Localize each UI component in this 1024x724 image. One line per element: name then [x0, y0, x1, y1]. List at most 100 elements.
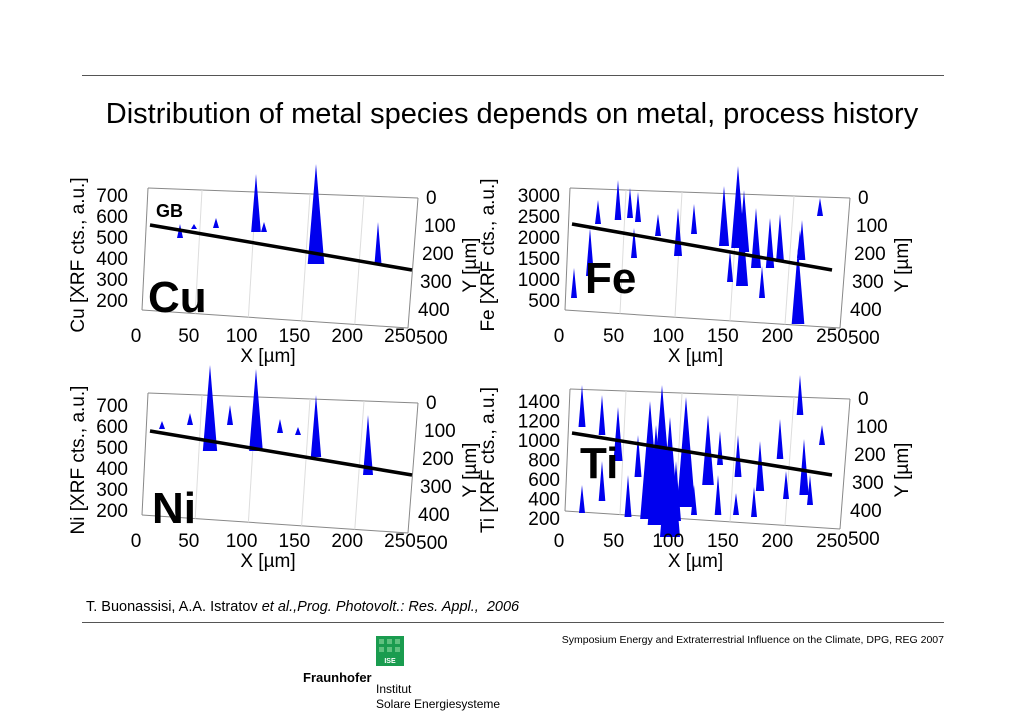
ni-z-axis-label: Ni [XRF cts., a.u.] [68, 386, 89, 535]
fe-x-tick-label: 100 [652, 326, 684, 347]
ni-x-tick-label: 50 [178, 531, 199, 552]
ni-peak [249, 369, 263, 451]
ni-peak [202, 365, 218, 451]
ti-peak [751, 487, 757, 517]
cu-x-tick-label: 100 [226, 326, 258, 347]
cu-peak [191, 224, 197, 229]
ti-peak [702, 415, 714, 485]
ti-xrf-map: Ti 1400 1200 1000 800 600 400 200 Ti [XRF cts., … [478, 365, 913, 580]
ti-peak [783, 471, 789, 499]
ti-peak [634, 435, 642, 477]
cu-grid-line [194, 189, 203, 314]
ni-y-tick-label: 100 [424, 421, 456, 442]
ni-x-tick-label: 100 [226, 531, 258, 552]
bottom-rule [82, 622, 944, 623]
ni-peak [277, 419, 283, 433]
citation-journal: Prog. Photovolt.: Res. Appl., [297, 599, 479, 615]
cu-z-tick-label: 200 [96, 291, 128, 312]
citation-year: 2006 [486, 599, 520, 615]
logo-institute-line1: Institut [376, 682, 412, 696]
cu-peak [251, 174, 261, 232]
fe-peak [791, 248, 805, 324]
ti-peak [796, 375, 804, 415]
ti-peak [624, 475, 632, 517]
fe-peak [759, 266, 765, 298]
ni-frame-right [407, 402, 419, 534]
ti-grid-line [784, 396, 795, 526]
logo-institute-line2: Solare Energiesysteme [376, 697, 501, 711]
cu-gb-label: GB [156, 201, 183, 221]
fe-peak [614, 180, 622, 220]
fe-x-tick-label: 250 [816, 326, 848, 347]
ti-y-tick-label: 500 [848, 529, 880, 550]
cu-grain-boundary-line [149, 223, 413, 272]
cu-y-tick-label: 300 [420, 272, 452, 293]
cu-y-axis-label: Y [µm] [460, 238, 481, 293]
ti-peak [671, 461, 681, 521]
ti-y-axis-label: Y [µm] [892, 443, 913, 498]
fe-z-tick-label: 2000 [518, 228, 560, 249]
fe-y-axis-label: Y [µm] [892, 238, 913, 293]
ni-peak [187, 413, 193, 425]
cu-xrf-map: Cu GB 700 600 500 400 300 200 Cu [XRF cts., a.u.… [68, 160, 481, 370]
fe-y-tick-label: 300 [852, 272, 884, 293]
cu-peak [374, 222, 382, 264]
fe-z-tick-label: 500 [528, 291, 560, 312]
fe-z-tick-label: 1500 [518, 249, 560, 270]
ti-y-tick-label: 0 [858, 389, 869, 410]
cu-x-tick-label: 0 [131, 326, 142, 347]
fe-peak [765, 218, 775, 268]
ti-z-tick-label: 200 [528, 509, 560, 530]
ni-x-axis-label: X [µm] [240, 551, 295, 572]
ti-y-tick-label: 100 [856, 417, 888, 438]
fe-peak [691, 204, 697, 234]
fe-z-tick-label: 1000 [518, 270, 560, 291]
ti-x-tick-label: 100 [652, 531, 684, 552]
fe-y-tick-label: 500 [848, 328, 880, 349]
logo-org: Fraunhofer [303, 670, 372, 685]
ti-x-axis-label: X [µm] [668, 551, 723, 572]
footer-text: Symposium Energy and Extraterrestrial In… [561, 634, 944, 646]
ni-grain-boundary-line [149, 429, 413, 477]
ti-x-tick-label: 50 [603, 531, 624, 552]
ti-frame-top [569, 388, 851, 400]
ni-xrf-map: Ni 700 600 500 400 300 200 Ni [XRF cts., a.u.] 0… [68, 365, 481, 580]
cu-z-tick-label: 700 [96, 186, 128, 207]
ti-element-label: Ti [580, 439, 618, 488]
ti-peak [807, 475, 813, 505]
ti-x-tick-label: 150 [707, 531, 739, 552]
fe-frame-left [564, 187, 571, 311]
fe-peak [797, 230, 803, 258]
ti-x-tick-label: 0 [554, 531, 565, 552]
ni-y-tick-label: 400 [418, 505, 450, 526]
ti-x-tick-label: 200 [762, 531, 794, 552]
ti-z-tick-label: 1200 [518, 412, 560, 433]
ti-peak [613, 407, 623, 461]
fe-x-tick-label: 0 [554, 326, 565, 347]
ti-peak [579, 485, 585, 513]
cu-peak [307, 164, 325, 264]
cu-z-tick-label: 500 [96, 228, 128, 249]
ti-z-tick-label: 400 [528, 490, 560, 511]
ti-peak [598, 395, 606, 435]
ti-frame-bottom [564, 510, 841, 530]
fe-frame-bottom [564, 309, 841, 329]
ti-peak [734, 435, 742, 477]
fe-xrf-map: Fe 3000 2500 2000 1500 1000 500 Fe [XRF cts., a… [478, 160, 913, 370]
cu-z-tick-label: 400 [96, 249, 128, 270]
fe-y-tick-label: 100 [856, 216, 888, 237]
fe-x-tick-label: 200 [762, 326, 794, 347]
fe-z-tick-label: 3000 [518, 186, 560, 207]
cu-z-tick-label: 600 [96, 207, 128, 228]
ni-peak [363, 415, 373, 475]
ni-x-tick-label: 250 [384, 531, 416, 552]
cu-peak [261, 222, 267, 232]
cu-y-tick-label: 400 [418, 300, 450, 321]
ni-frame-bottom [141, 514, 409, 534]
ti-peak [755, 441, 765, 491]
cu-frame-top [147, 187, 419, 199]
fe-peak [727, 250, 733, 282]
fe-peak [586, 228, 594, 276]
ni-frame-top [147, 392, 419, 404]
ni-y-tick-label: 300 [420, 477, 452, 498]
